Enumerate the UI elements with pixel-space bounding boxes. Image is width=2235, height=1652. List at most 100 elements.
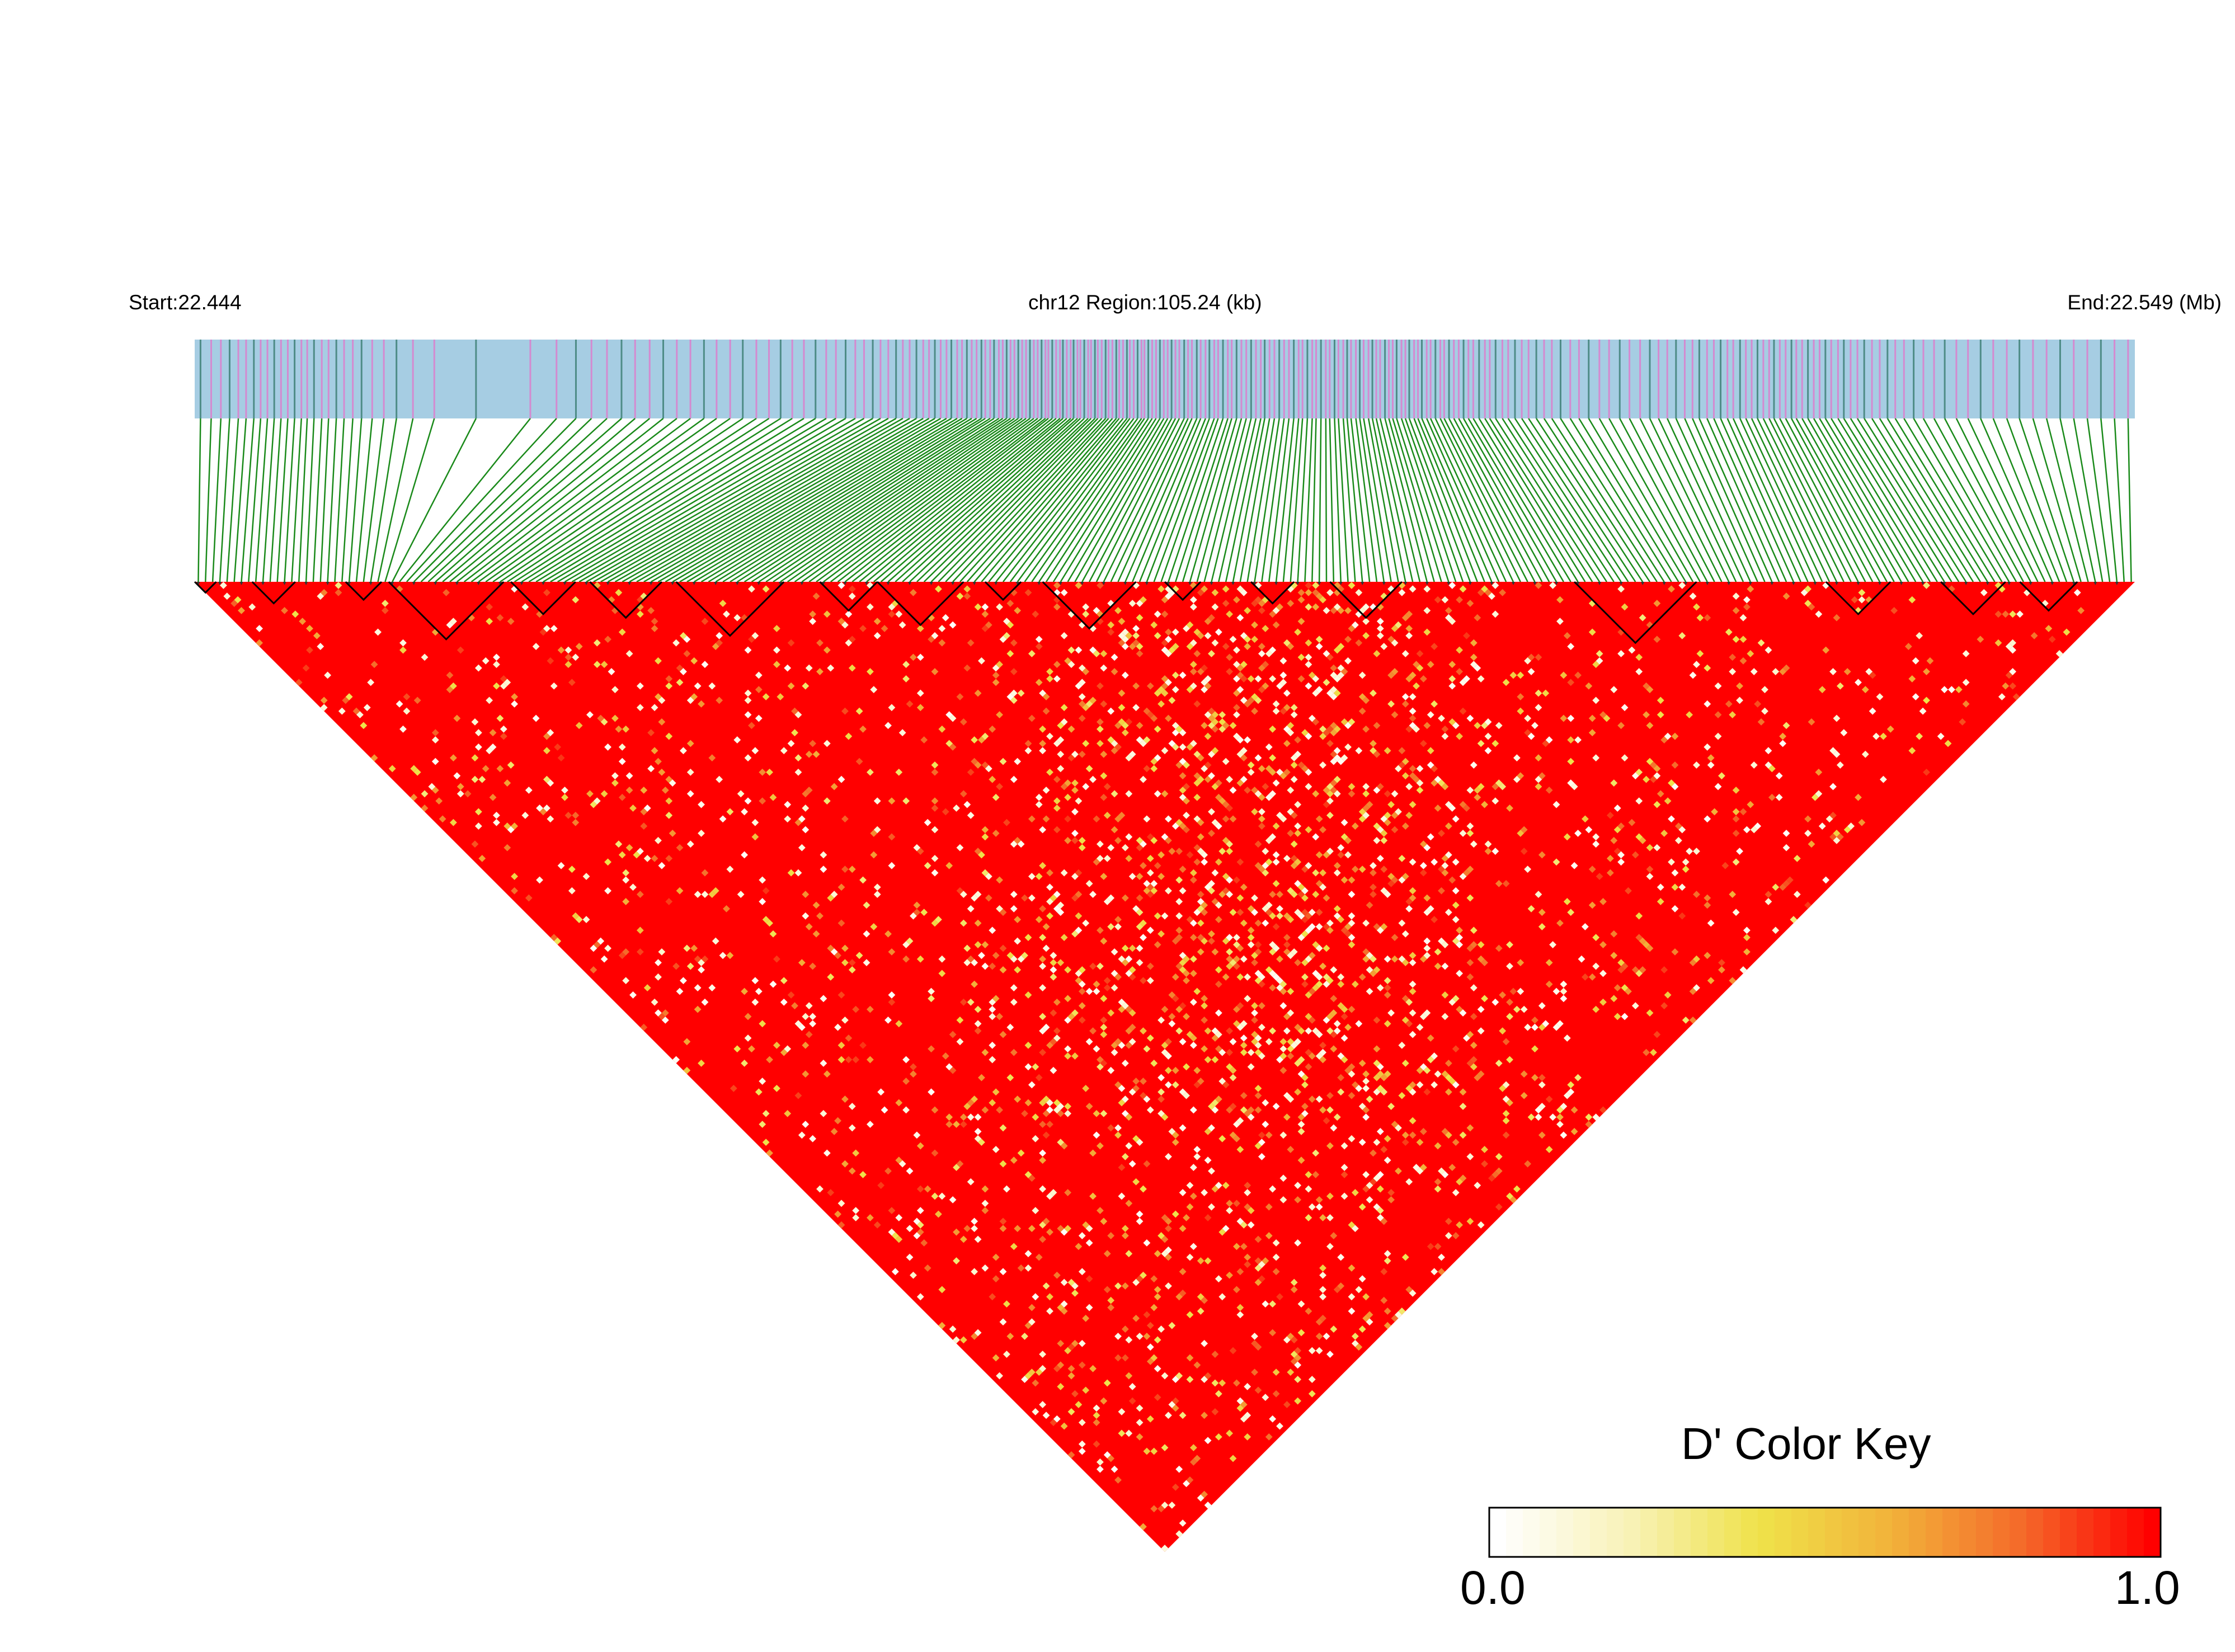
snp-tick xyxy=(1253,582,1257,585)
ld-cell xyxy=(1060,718,1068,726)
ld-cell xyxy=(701,955,709,963)
ld-cell xyxy=(1158,873,1165,881)
ld-cell xyxy=(1384,991,1391,999)
ld-cell xyxy=(963,801,971,808)
ld-cell xyxy=(1596,650,1603,657)
ld-cell xyxy=(338,707,346,715)
ld-cell xyxy=(1319,1048,1326,1056)
ld-cell xyxy=(1423,944,1431,952)
ld-cell xyxy=(1351,621,1359,629)
ld-cell xyxy=(690,657,698,665)
ld-cell xyxy=(989,1005,996,1013)
ld-cell xyxy=(1808,718,1815,726)
ld-cell xyxy=(1535,783,1542,790)
snp-connector xyxy=(1675,418,1751,582)
ld-cell xyxy=(989,962,996,970)
ld-cell xyxy=(1319,883,1326,891)
ld-cell xyxy=(1297,618,1305,625)
ld-cell xyxy=(1283,855,1291,862)
ld-cell xyxy=(1251,787,1258,794)
snp-tick xyxy=(1490,582,1494,585)
ld-cell xyxy=(1226,1199,1234,1207)
ld-cell xyxy=(374,628,382,636)
ld-cell xyxy=(1021,1110,1028,1117)
ld-cell xyxy=(1337,973,1345,981)
ld-cell xyxy=(891,1232,899,1240)
ld-cell xyxy=(1294,1376,1302,1383)
ld-cell xyxy=(1312,603,1320,611)
ld-cell xyxy=(701,998,709,1006)
ld-cell xyxy=(751,632,759,639)
ld-cell xyxy=(1358,1138,1366,1146)
ld-cell xyxy=(1179,743,1187,751)
ld-cell xyxy=(1923,582,1930,589)
ld-cell xyxy=(1193,1081,1201,1089)
ld-cell xyxy=(1154,862,1161,869)
ld-cell xyxy=(1039,1235,1047,1243)
ld-cell xyxy=(1218,1048,1226,1056)
ld-cell xyxy=(1114,1333,1122,1340)
ld-cell xyxy=(1340,833,1348,841)
ld-cell xyxy=(1082,1221,1090,1229)
ld-cell xyxy=(1071,1390,1079,1397)
ld-cell xyxy=(1236,1146,1244,1154)
ld-cell xyxy=(1423,585,1431,593)
ld-cell xyxy=(547,779,554,787)
ld-cell xyxy=(1244,1260,1251,1268)
ld-cell xyxy=(1444,606,1452,614)
ld-cell xyxy=(1384,984,1391,992)
ld-cell xyxy=(1373,1174,1381,1182)
ld-cell xyxy=(1384,1070,1391,1078)
ld-cell xyxy=(910,589,917,596)
ld-cell xyxy=(1434,1242,1442,1250)
ld-cell xyxy=(1136,643,1144,651)
ld-cell xyxy=(367,679,375,686)
ld-cell xyxy=(1491,582,1499,589)
ld-cell xyxy=(1247,1207,1255,1215)
ld-cell xyxy=(1143,765,1151,773)
ld-cell xyxy=(1326,589,1334,596)
ld-cell xyxy=(1362,783,1370,790)
ld-cell xyxy=(1452,1189,1460,1197)
ld-cell xyxy=(320,704,328,712)
ld-cell xyxy=(1427,1034,1434,1042)
snp-connector xyxy=(744,417,1000,583)
ld-cell xyxy=(1146,833,1154,841)
ld-cell xyxy=(1524,1023,1532,1031)
ld-cell xyxy=(1517,830,1524,837)
ld-cell xyxy=(593,639,601,647)
ld-cell xyxy=(1315,880,1323,887)
snp-tick xyxy=(1641,582,1645,585)
ld-cell xyxy=(1466,1217,1474,1225)
ld-cell xyxy=(1416,1081,1424,1089)
ld-cell xyxy=(971,959,978,967)
ld-cell xyxy=(1136,650,1144,657)
snp-tick xyxy=(2007,582,2011,585)
ld-cell xyxy=(1416,1138,1424,1146)
ld-cell xyxy=(920,736,928,743)
snp-tick xyxy=(1555,582,1559,585)
ld-cell xyxy=(1843,826,1851,834)
ld-cell xyxy=(1010,955,1018,963)
ld-cell xyxy=(1201,1002,1208,1010)
ld-cell xyxy=(1560,714,1568,722)
snp-connector xyxy=(902,418,1081,582)
ld-cell xyxy=(1287,952,1295,959)
ld-cell xyxy=(1039,955,1047,963)
snp-connector xyxy=(1850,418,1952,582)
snp-connector xyxy=(1342,418,1356,582)
ld-cell xyxy=(716,632,723,639)
ld-cell xyxy=(399,725,407,733)
ld-cell xyxy=(1161,1545,1169,1552)
ld-cell xyxy=(1653,1030,1661,1038)
snp-connector xyxy=(1426,418,1500,582)
ld-cell xyxy=(1409,714,1417,722)
ld-cell xyxy=(1861,750,1869,758)
color-key-segment xyxy=(1858,1508,1876,1557)
ld-cell xyxy=(443,589,450,596)
ld-cell xyxy=(1413,725,1420,733)
ld-cell xyxy=(1240,1091,1248,1099)
ld-cell xyxy=(1535,704,1542,712)
ld-cell xyxy=(719,600,727,607)
ld-cell xyxy=(1046,675,1053,683)
